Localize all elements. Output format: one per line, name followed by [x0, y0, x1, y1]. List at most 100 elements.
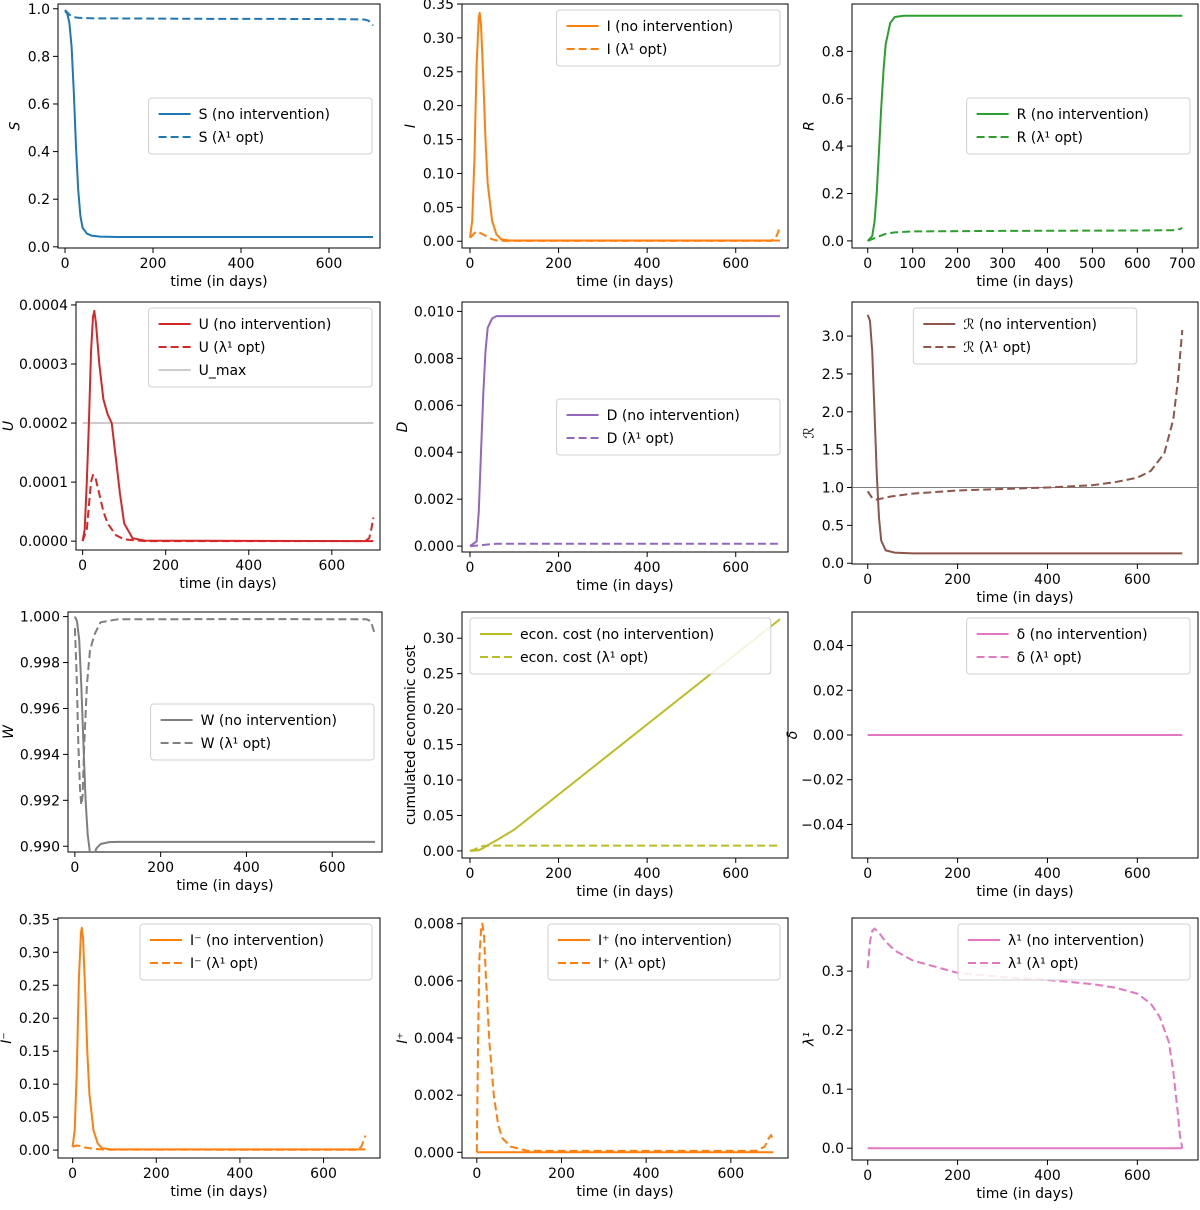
y-tick-label: 0.4 — [822, 139, 844, 155]
y-tick-label: 0.998 — [20, 656, 60, 672]
y-tick-label: 2.0 — [822, 405, 844, 421]
panel-Iplus: 0 200 400 600 0.000 0.002 0.004 0.006 0.008 time … — [395, 917, 789, 1200]
x-tick-label: 200 — [548, 1166, 575, 1182]
legend: W (no intervention) W (λ¹ opt) — [150, 703, 375, 761]
legend: I⁻ (no intervention) I⁻ (λ¹ opt) — [139, 923, 373, 981]
x-axis-label: time (in days) — [170, 1184, 267, 1200]
series-line-solid — [469, 11, 780, 242]
axes-frame — [851, 917, 1199, 1161]
legend-label: D (λ¹ opt) — [607, 431, 674, 447]
axes-frame — [57, 3, 381, 249]
y-tick-label: 0.15 — [19, 1044, 50, 1060]
legend-label: λ¹ (no intervention) — [1008, 933, 1144, 949]
y-tick-label: 0.10 — [423, 773, 454, 789]
y-tick-label: 0.00 — [813, 728, 844, 744]
y-axis-label: U — [1, 421, 17, 431]
x-tick-label: 200 — [944, 572, 971, 588]
x-tick-label: 100 — [899, 256, 926, 272]
x-axis-label: time (in days) — [179, 576, 276, 592]
x-tick-label: 400 — [235, 558, 262, 574]
y-axis-label: W — [1, 724, 17, 739]
y-tick-label: 0.00 — [19, 1143, 50, 1159]
legend-label: I⁻ (no intervention) — [190, 933, 324, 949]
y-tick-label: −0.04 — [801, 817, 844, 833]
legend-box — [957, 923, 1191, 981]
axes-frame — [75, 301, 381, 551]
y-tick-label: 0.0 — [28, 240, 50, 256]
y-tick-label: 0.00 — [423, 844, 454, 860]
y-tick-label: 0.10 — [423, 166, 454, 182]
legend: I⁺ (no intervention) I⁺ (λ¹ opt) — [547, 923, 781, 981]
panel-U: 0 200 400 600 0.0000 0.0001 0.0002 0.0003 0.0004… — [1, 298, 381, 592]
series-line-dashed — [475, 922, 775, 1153]
x-tick-label: 600 — [722, 560, 749, 576]
y-tick-label: 0.15 — [423, 738, 454, 754]
x-tick-label: 400 — [1034, 1168, 1061, 1184]
legend-box — [148, 307, 373, 388]
legend: U (no intervention) U (λ¹ opt) U_max — [148, 307, 373, 388]
legend: ℛ (no intervention) ℛ (λ¹ opt) — [912, 307, 1138, 365]
x-tick-label: 400 — [233, 860, 260, 876]
x-tick-label: 400 — [1034, 572, 1061, 588]
series-line-solid — [81, 309, 374, 543]
x-tick-label: 400 — [634, 560, 661, 576]
legend-label: econ. cost (no intervention) — [520, 627, 714, 643]
y-axis-label: ℛ — [801, 427, 817, 438]
y-tick-label: 1.5 — [822, 443, 844, 459]
x-tick-label: 200 — [147, 860, 174, 876]
axes-frame — [851, 301, 1199, 565]
series-line-dashed — [73, 618, 377, 806]
x-tick-label: 0 — [863, 256, 872, 272]
x-tick-label: 600 — [318, 558, 345, 574]
y-tick-label: 0.05 — [423, 808, 454, 824]
series-line-solid — [64, 10, 373, 238]
x-tick-label: 0 — [68, 1166, 77, 1182]
x-tick-label: 0 — [70, 860, 79, 876]
y-tick-label: 0.1 — [822, 1082, 844, 1098]
y-axis-label: R — [801, 121, 817, 131]
legend-label: U (no intervention) — [199, 317, 332, 333]
y-tick-label: 0.20 — [423, 99, 454, 115]
x-tick-label: 200 — [944, 1168, 971, 1184]
legend-label: W (λ¹ opt) — [201, 736, 272, 752]
legend: R (no intervention) R (λ¹ opt) — [966, 97, 1191, 155]
y-tick-label: 0.25 — [423, 65, 454, 81]
x-tick-label: 0 — [61, 256, 70, 272]
x-axis-label: time (in days) — [976, 1186, 1073, 1202]
y-tick-label: 0.25 — [423, 667, 454, 683]
x-tick-label: 200 — [545, 256, 572, 272]
y-tick-label: 0.0 — [822, 556, 844, 572]
legend-label: ℛ (λ¹ opt) — [963, 340, 1031, 356]
y-axis-label: I⁻ — [0, 1032, 15, 1044]
y-tick-label: 0.006 — [414, 398, 454, 414]
legend-box — [556, 398, 781, 456]
panel-I: 0 200 400 600 0.00 0.05 0.10 0.15 0.20 0.25 0.30 0.… — [403, 0, 789, 290]
y-tick-label: 0.990 — [20, 839, 60, 855]
axes-frame — [461, 301, 789, 553]
series-line-dashed — [866, 329, 1184, 501]
y-tick-label: 0.02 — [813, 683, 844, 699]
y-tick-label: 0.10 — [19, 1077, 50, 1093]
y-tick-label: 0.30 — [19, 945, 50, 961]
legend-label: I (no intervention) — [607, 19, 734, 35]
x-tick-label: 0 — [472, 1166, 481, 1182]
panel-R: 0 100 200 300 400 500 600 700 0.0 0.2 0.4 0.6 0.8 tim… — [801, 3, 1199, 290]
x-tick-label: 400 — [1034, 866, 1061, 882]
x-tick-label: 600 — [717, 1166, 744, 1182]
legend-label: R (λ¹ opt) — [1017, 130, 1083, 146]
x-tick-label: 600 — [1124, 256, 1151, 272]
y-tick-label: 0.15 — [423, 133, 454, 149]
y-tick-label: 0.5 — [822, 518, 844, 534]
y-tick-label: 0.008 — [414, 351, 454, 367]
series-line-solid — [71, 926, 366, 1151]
legend-label: U (λ¹ opt) — [199, 340, 266, 356]
legend-label: δ (no intervention) — [1017, 627, 1148, 643]
panel-S: 0 200 400 600 0.0 0.2 0.4 0.6 0.8 1.0 time (in day… — [7, 2, 381, 290]
y-tick-label: 3.0 — [822, 329, 844, 345]
legend: econ. cost (no intervention) econ. cost (… — [469, 617, 772, 675]
y-tick-label: 0.04 — [813, 639, 844, 655]
legend-label: I (λ¹ opt) — [607, 42, 668, 58]
y-tick-label: 0.0004 — [19, 298, 68, 314]
series-line-solid — [469, 315, 780, 547]
